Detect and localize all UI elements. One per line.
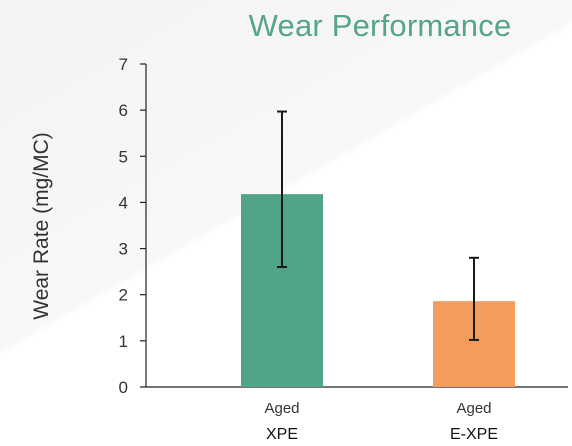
y-tick-label-1: 1 [119,332,128,351]
y-tick-label-2: 2 [119,286,128,305]
y-tick-label-0: 0 [119,378,128,397]
x-category-label-0-line1: Aged [264,400,299,417]
y-tick-label-5: 5 [119,147,128,166]
y-tick-label-4: 4 [119,193,128,212]
y-tick-label-6: 6 [119,101,128,120]
x-category-label-1-line2: E-XPE [450,426,498,443]
y-tick-label-7: 7 [119,55,128,74]
x-category-label-1-line1: Aged [456,400,491,417]
x-category-label-0-line2: XPE [266,426,298,443]
y-tick-label-3: 3 [119,240,128,259]
chart-title: Wear Performance [248,8,512,43]
